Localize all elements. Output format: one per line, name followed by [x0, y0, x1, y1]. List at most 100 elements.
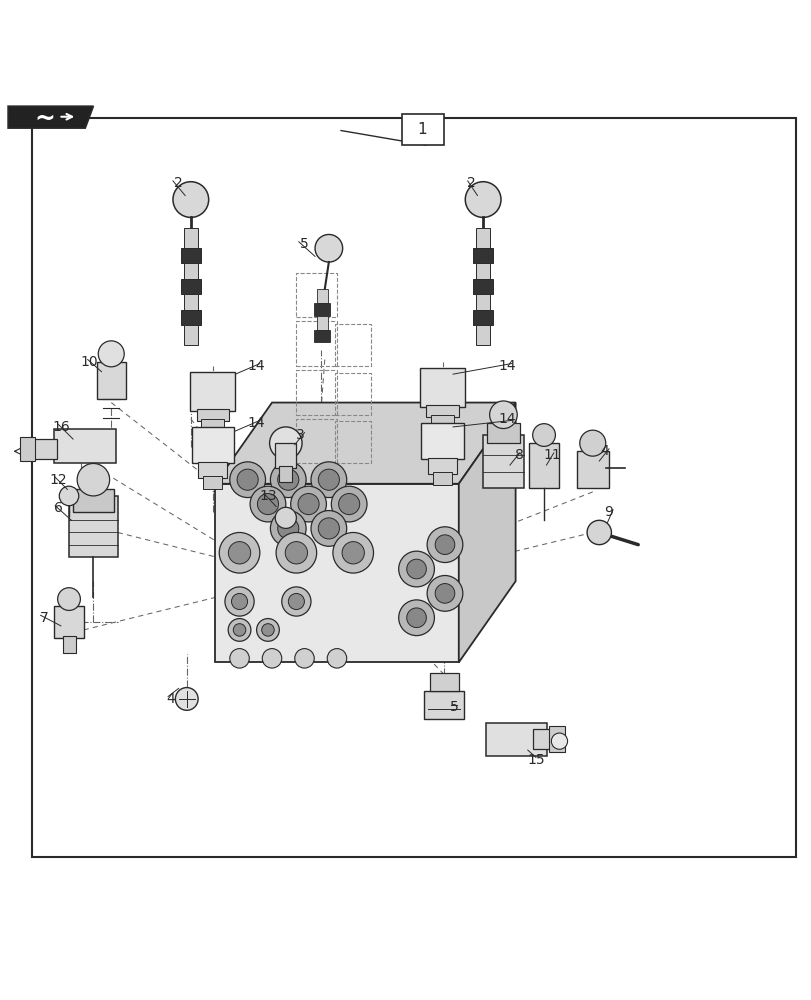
Text: 9: 9 [604, 505, 612, 519]
Circle shape [250, 486, 285, 522]
Circle shape [275, 507, 296, 528]
Circle shape [257, 494, 278, 515]
Circle shape [233, 624, 246, 636]
Circle shape [406, 559, 426, 579]
Bar [431, 415, 453, 424]
Bar [181, 310, 200, 325]
Circle shape [298, 494, 319, 515]
Bar [532, 729, 555, 749]
Text: 6: 6 [54, 501, 62, 515]
Circle shape [219, 532, 260, 573]
Text: 7: 7 [41, 611, 49, 625]
Circle shape [98, 341, 124, 367]
Circle shape [270, 511, 306, 546]
Circle shape [290, 486, 326, 522]
Bar [181, 279, 200, 294]
Text: 12: 12 [49, 473, 67, 487]
Bar [473, 310, 492, 325]
Bar [73, 489, 114, 512]
Bar [427, 458, 457, 474]
Bar [196, 409, 229, 421]
Bar [62, 636, 75, 653]
Text: 5: 5 [450, 700, 458, 714]
Text: 14: 14 [498, 359, 516, 373]
Circle shape [465, 182, 500, 217]
Circle shape [318, 518, 339, 539]
Circle shape [276, 532, 316, 573]
Text: 14: 14 [247, 416, 264, 430]
Circle shape [225, 587, 254, 616]
Circle shape [551, 733, 567, 749]
Bar [191, 427, 234, 463]
Text: 14: 14 [498, 412, 516, 426]
Text: 4: 4 [166, 692, 174, 706]
Circle shape [398, 551, 434, 587]
Text: 14: 14 [247, 359, 264, 373]
Text: 13: 13 [259, 489, 277, 503]
Text: 8: 8 [515, 448, 523, 462]
Bar [548, 726, 564, 752]
Text: 4: 4 [600, 444, 608, 458]
Text: 2: 2 [174, 176, 182, 190]
Bar [183, 294, 198, 310]
Circle shape [175, 688, 198, 710]
Circle shape [59, 486, 79, 506]
Circle shape [230, 649, 249, 668]
Bar [316, 316, 328, 330]
Bar [432, 472, 452, 485]
Bar [296, 419, 337, 463]
Circle shape [579, 430, 605, 456]
Bar [314, 330, 330, 342]
Bar [314, 303, 330, 316]
Text: 11: 11 [543, 448, 560, 462]
Bar [475, 294, 490, 310]
Circle shape [315, 234, 342, 262]
Circle shape [231, 593, 247, 610]
Bar [483, 435, 523, 488]
Bar [20, 437, 35, 461]
Bar [275, 443, 296, 468]
Circle shape [318, 469, 339, 490]
Bar [423, 691, 464, 719]
Circle shape [256, 619, 279, 641]
Polygon shape [8, 106, 93, 128]
Bar [203, 476, 222, 489]
Bar [421, 423, 463, 459]
Bar [190, 372, 235, 411]
Bar [183, 263, 198, 279]
Text: 3: 3 [296, 428, 304, 442]
Bar [335, 421, 371, 463]
Circle shape [294, 649, 314, 668]
Bar [296, 321, 337, 366]
Bar [576, 451, 608, 488]
Circle shape [398, 600, 434, 636]
Text: 2: 2 [466, 176, 474, 190]
Circle shape [311, 462, 346, 498]
Circle shape [269, 427, 302, 459]
Circle shape [270, 462, 306, 498]
Circle shape [173, 182, 208, 217]
Bar [279, 466, 292, 482]
Circle shape [435, 535, 454, 554]
Bar [183, 325, 198, 345]
Bar [201, 419, 224, 429]
Circle shape [77, 463, 109, 496]
Text: 1: 1 [417, 122, 427, 137]
Circle shape [230, 462, 265, 498]
Bar [473, 248, 492, 263]
Bar [426, 405, 458, 417]
Circle shape [285, 542, 307, 564]
Circle shape [58, 588, 80, 610]
Bar [181, 248, 200, 263]
Bar [54, 606, 84, 638]
Circle shape [262, 649, 281, 668]
Circle shape [327, 649, 346, 668]
Bar [69, 496, 118, 557]
Circle shape [489, 401, 517, 429]
Bar [198, 462, 227, 478]
Polygon shape [458, 403, 515, 662]
Bar [183, 228, 198, 248]
Circle shape [277, 518, 298, 539]
Bar [485, 723, 547, 756]
Circle shape [288, 593, 304, 610]
